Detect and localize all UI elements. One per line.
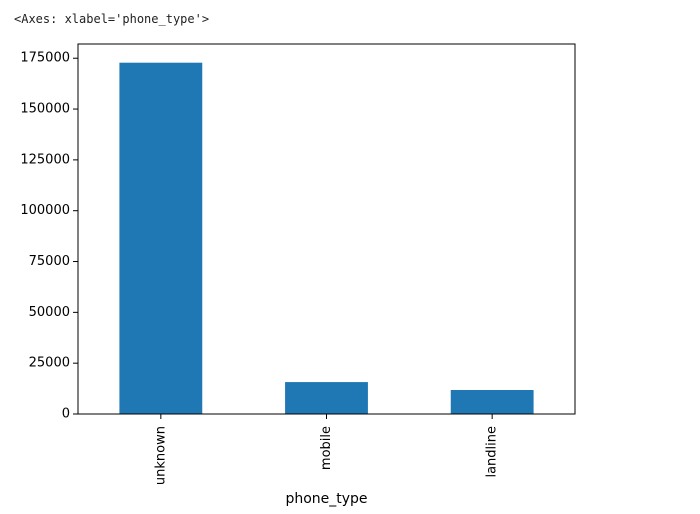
axes-frame: [77, 43, 576, 415]
bar-mobile: [285, 382, 368, 414]
output-repr-text: <Axes: xlabel='phone_type'>: [14, 12, 210, 26]
x-tick-label-unknown: unknown: [153, 426, 168, 485]
y-tick-label: 125000: [20, 152, 70, 167]
bars-group: [119, 62, 534, 414]
bar-landline: [450, 390, 534, 414]
y-tick-label: 75000: [29, 254, 70, 269]
x-axis: unknown mobile landline: [153, 414, 500, 485]
y-tick-label: 50000: [29, 305, 70, 320]
y-tick-label: 150000: [20, 102, 70, 117]
y-tick-label: 0: [62, 407, 70, 422]
bar-unknown: [119, 62, 203, 414]
x-tick-label-mobile: mobile: [319, 426, 334, 470]
y-tick-label: 100000: [20, 203, 70, 218]
y-axis: 0 25000 50000 75000 100000 125000 150000 175000: [20, 51, 78, 422]
y-tick-label: 175000: [20, 51, 70, 66]
y-tick-label: 25000: [29, 356, 70, 371]
x-axis-label: phone_type: [285, 491, 367, 507]
x-tick-label-landline: landline: [485, 426, 500, 478]
